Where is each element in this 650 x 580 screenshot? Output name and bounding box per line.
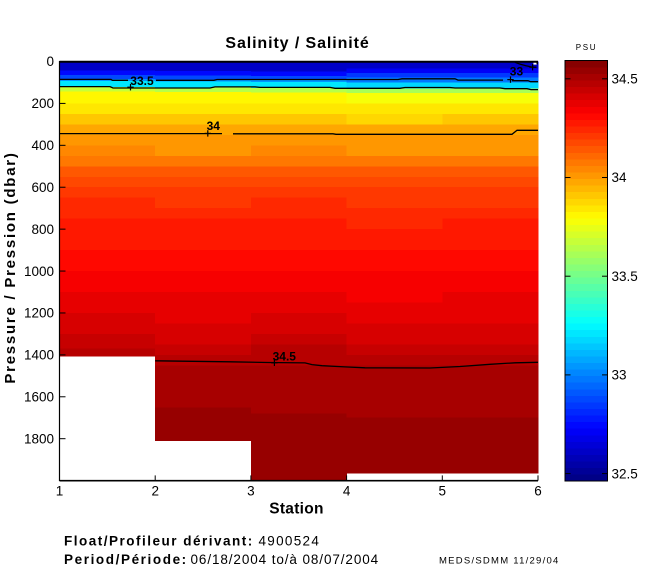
svg-text:34.5: 34.5 [273, 350, 297, 364]
svg-text:Float/Profileur dérivant:49005: Float/Profileur dérivant: 4900524 [64, 534, 320, 549]
svg-text:0: 0 [46, 54, 54, 69]
svg-text:33.5: 33.5 [612, 269, 638, 284]
svg-text:200: 200 [31, 96, 54, 111]
svg-text:PSU: PSU [576, 43, 598, 52]
svg-text:3: 3 [247, 484, 255, 499]
svg-text:33.5: 33.5 [130, 74, 154, 88]
svg-text:4: 4 [343, 484, 351, 499]
svg-text:1: 1 [56, 484, 64, 499]
svg-text:34.5: 34.5 [612, 72, 638, 87]
svg-text:5: 5 [439, 484, 447, 499]
svg-text:33: 33 [612, 368, 627, 383]
svg-text:34: 34 [612, 170, 628, 185]
svg-text:600: 600 [31, 180, 54, 195]
svg-text:1800: 1800 [24, 431, 54, 446]
svg-text:1600: 1600 [24, 389, 54, 404]
svg-text:800: 800 [31, 222, 54, 237]
svg-text:32.5: 32.5 [612, 466, 638, 481]
svg-text:6: 6 [534, 484, 542, 499]
svg-text:1400: 1400 [24, 348, 54, 363]
svg-text:1200: 1200 [24, 306, 54, 321]
svg-text:Salinity / Salinité: Salinity / Salinité [225, 35, 369, 52]
svg-text:Station: Station [269, 501, 324, 518]
svg-text:Pressure / Pression (dbar): Pressure / Pression (dbar) [2, 151, 19, 383]
svg-text:1000: 1000 [24, 264, 54, 279]
svg-text:MEDS/SDMM 11/29/04: MEDS/SDMM 11/29/04 [439, 556, 560, 567]
svg-text:400: 400 [31, 138, 54, 153]
svg-text:34: 34 [207, 119, 221, 133]
svg-text:2: 2 [151, 484, 159, 499]
svg-text:33: 33 [510, 65, 524, 79]
svg-text:Period/Période:06/18/2004 to/: Period/Période: 06/18/2004 to/à 08/07/200… [64, 552, 379, 567]
